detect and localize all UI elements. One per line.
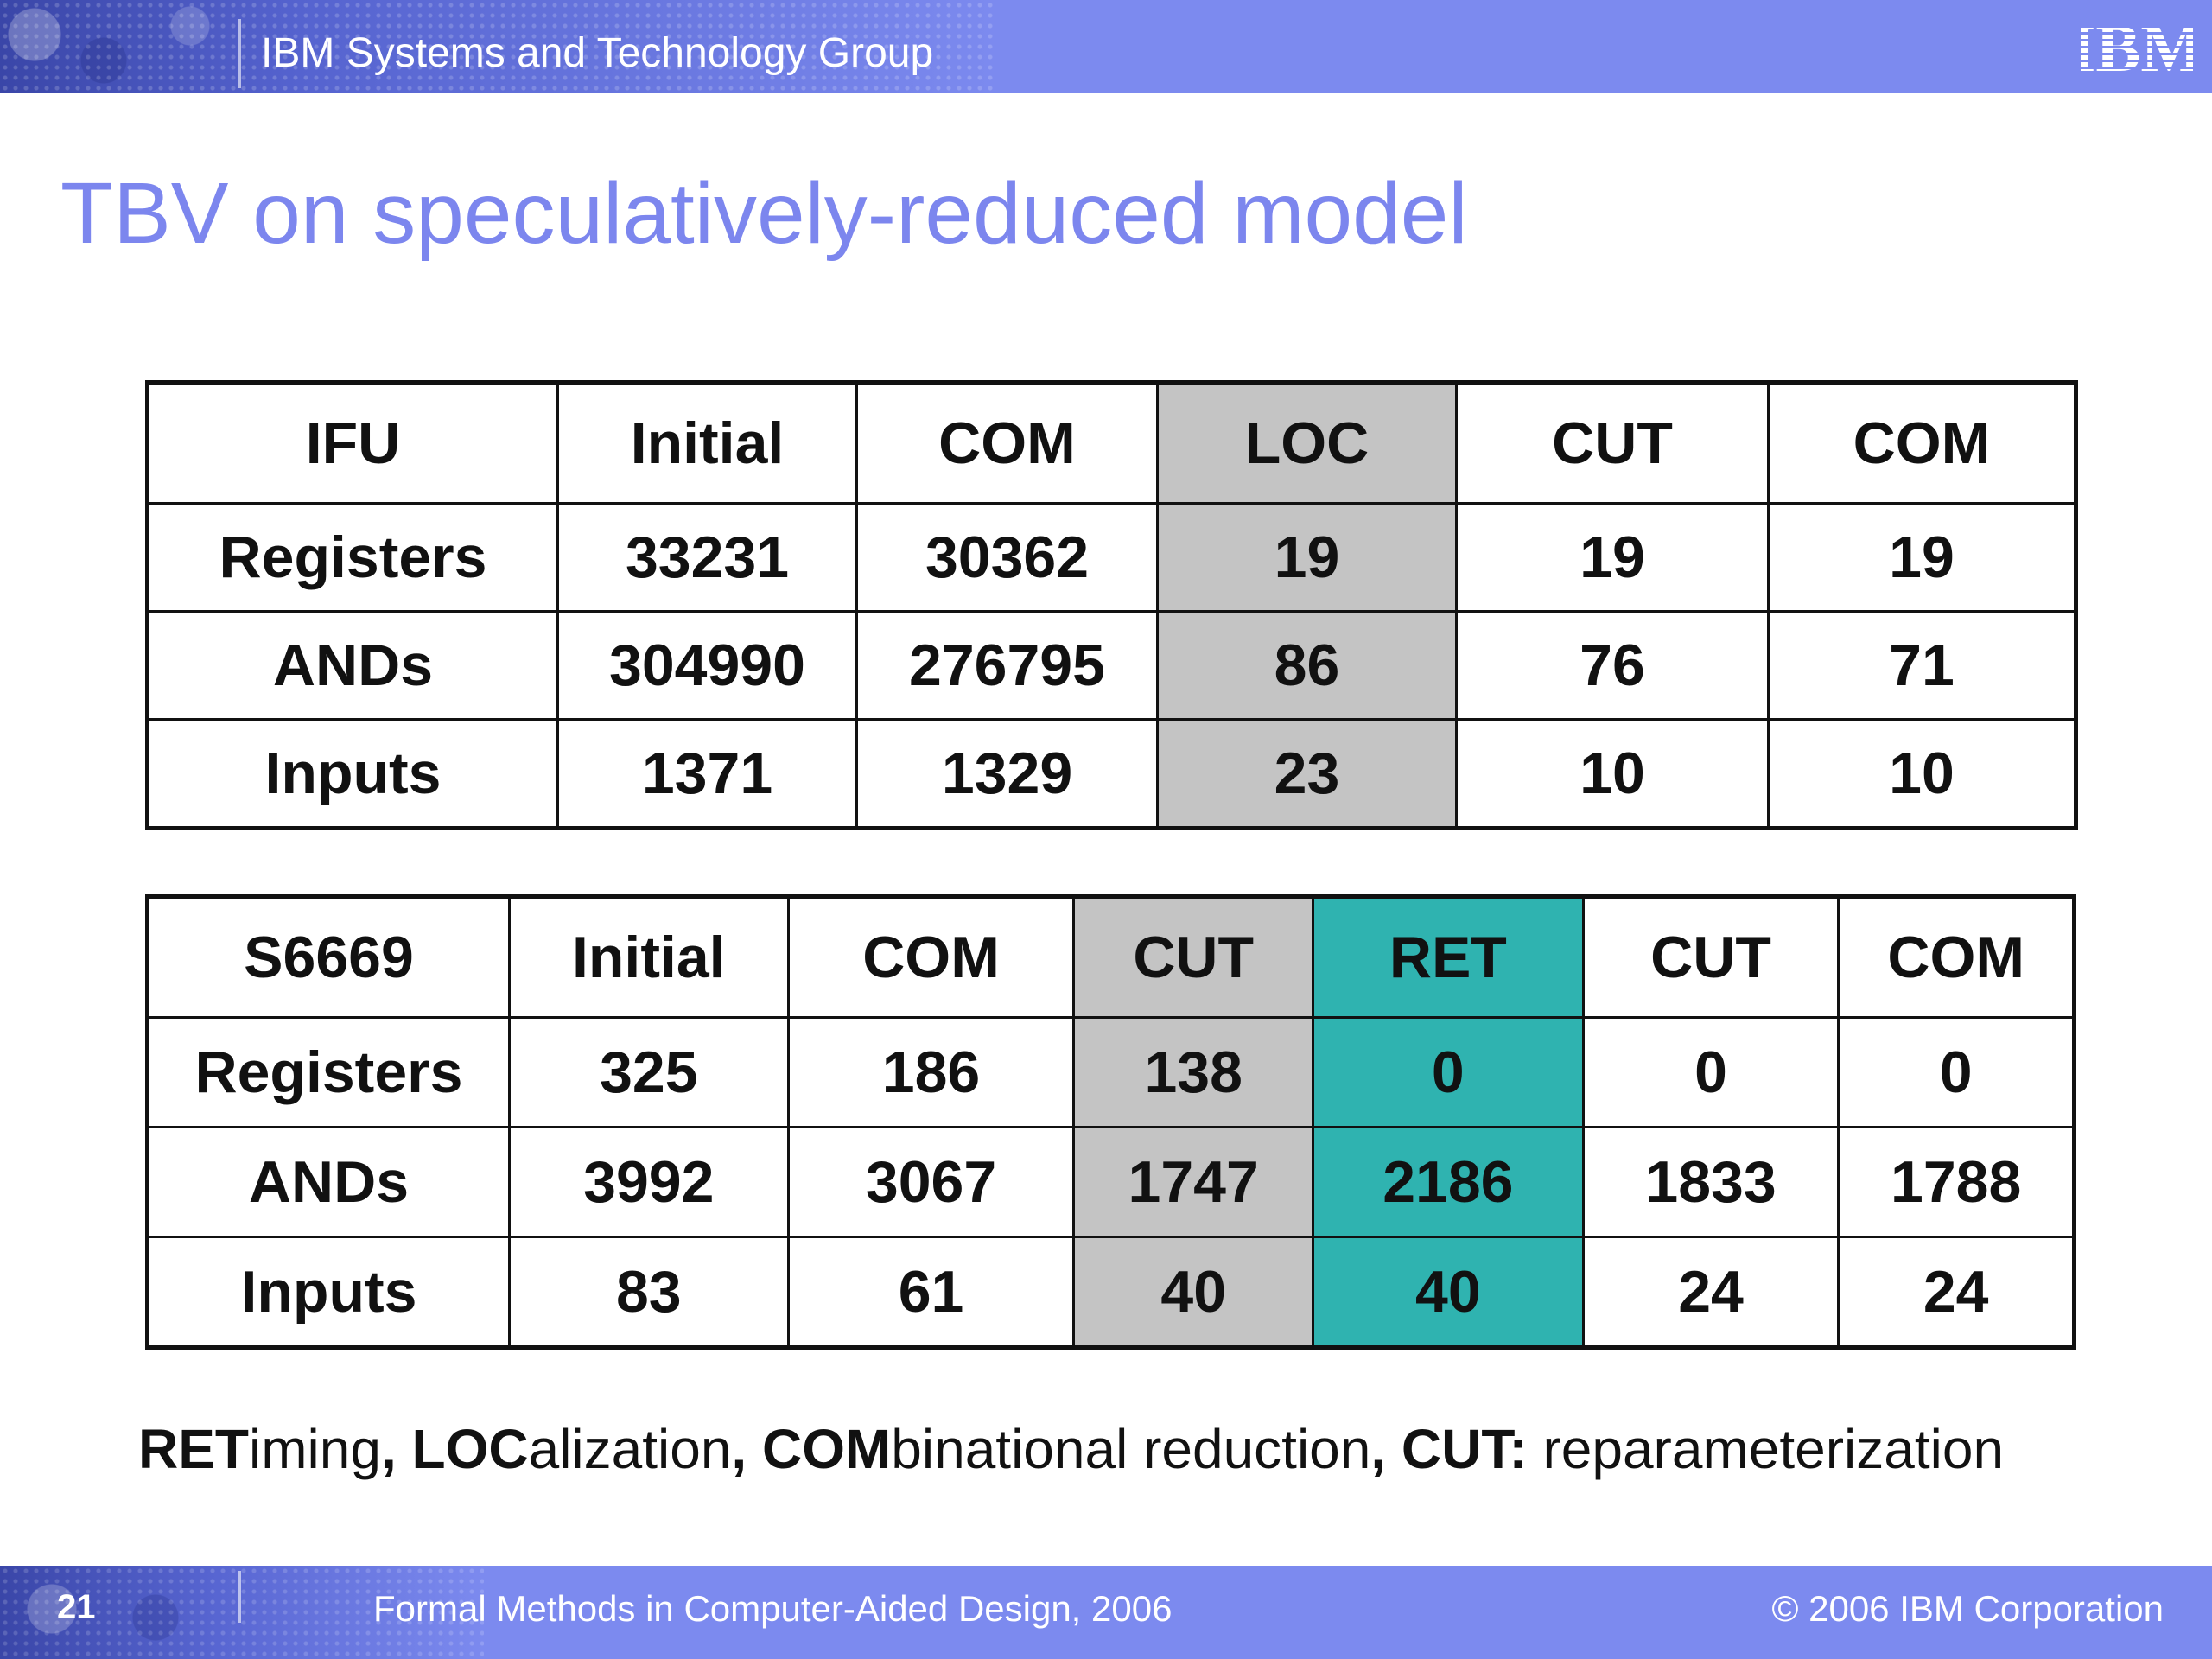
legend-cut-abbr: CUT: — [1401, 1418, 1528, 1480]
table-cell: 86 — [1156, 610, 1458, 721]
s6669-table: S6669 Initial COM CUT RET CUT COM Regist… — [145, 894, 2076, 1350]
legend-separator: , — [731, 1418, 762, 1480]
table-cell: 1747 — [1072, 1126, 1314, 1238]
group-title: IBM Systems and Technology Group — [261, 30, 934, 76]
table-cell: 23 — [1156, 718, 1458, 830]
table-cell: 10 — [1455, 718, 1770, 830]
header-bar: IBM Systems and Technology Group IBM — [0, 0, 2212, 93]
table-cell: 304990 — [556, 610, 858, 721]
header-cell: COM — [855, 381, 1159, 505]
table-cell: 19 — [1156, 502, 1458, 613]
table-cell: 61 — [786, 1236, 1076, 1349]
table-row: ANDs 304990 276795 86 76 71 — [146, 610, 2077, 721]
header-pattern — [0, 0, 994, 93]
table-cell: 1833 — [1581, 1126, 1840, 1238]
table-cell: 40 — [1312, 1236, 1585, 1349]
table-cell: 19 — [1767, 502, 2077, 613]
ibm-logo: IBM — [2081, 14, 2193, 78]
table-cell: 40 — [1072, 1236, 1314, 1349]
legend-com-abbr: COM — [761, 1418, 892, 1480]
header-cell: COM — [786, 895, 1076, 1019]
row-label: ANDs — [146, 610, 559, 721]
table-cell: 138 — [1072, 1016, 1314, 1128]
table-cell: 0 — [1837, 1016, 2075, 1128]
table-header-row: S6669 Initial COM CUT RET CUT COM — [146, 895, 2075, 1019]
footer-divider — [238, 1571, 241, 1623]
header-cell: IFU — [146, 381, 559, 505]
table-header-row: IFU Initial COM LOC CUT COM — [146, 381, 2077, 505]
legend-loc-rest: alization — [528, 1418, 732, 1480]
table-cell: 71 — [1767, 610, 2077, 721]
table-row: Registers 325 186 138 0 0 0 — [146, 1016, 2075, 1128]
header-cell: CUT — [1455, 381, 1770, 505]
footer-pattern — [0, 1566, 484, 1659]
table-row: Inputs 83 61 40 40 24 24 — [146, 1236, 2075, 1349]
header-cell: CUT — [1581, 895, 1840, 1019]
legend-cut-rest: reparameterization — [1527, 1418, 2005, 1480]
legend-ret-abbr: RET — [138, 1418, 249, 1480]
conference-name: Formal Methods in Computer-Aided Design,… — [373, 1588, 1173, 1629]
header-cell: S6669 — [146, 895, 511, 1019]
table-cell: 2186 — [1312, 1126, 1585, 1238]
table-cell: 76 — [1455, 610, 1770, 721]
header-cell: COM — [1837, 895, 2075, 1019]
table-cell: 19 — [1455, 502, 1770, 613]
table-cell: 1371 — [556, 718, 858, 830]
table-cell: 24 — [1837, 1236, 2075, 1349]
footer-bar: 21 Formal Methods in Computer-Aided Desi… — [0, 1566, 2212, 1659]
row-label: Registers — [146, 1016, 511, 1128]
table-row: ANDs 3992 3067 1747 2186 1833 1788 — [146, 1126, 2075, 1238]
row-label: ANDs — [146, 1126, 511, 1238]
row-label: Inputs — [146, 1236, 511, 1349]
header-cell: Initial — [556, 381, 858, 505]
table-row: Registers 33231 30362 19 19 19 — [146, 502, 2077, 613]
table-cell: 0 — [1581, 1016, 1840, 1128]
ifu-table: IFU Initial COM LOC CUT COM Registers 33… — [145, 380, 2078, 830]
legend-loc-abbr: LOC — [411, 1418, 529, 1480]
table-cell: 186 — [786, 1016, 1076, 1128]
header-cell-highlight: CUT — [1072, 895, 1314, 1019]
row-label: Registers — [146, 502, 559, 613]
legend-separator: , — [1370, 1418, 1402, 1480]
abbreviation-legend: RETiming, LOCalization, COMbinational re… — [138, 1417, 2004, 1481]
table-row: Inputs 1371 1329 23 10 10 — [146, 718, 2077, 830]
table-cell: 0 — [1312, 1016, 1585, 1128]
header-cell: Initial — [507, 895, 790, 1019]
svg-text:IBM: IBM — [2081, 14, 2193, 78]
table-cell: 3067 — [786, 1126, 1076, 1238]
table-cell: 33231 — [556, 502, 858, 613]
table-cell: 10 — [1767, 718, 2077, 830]
table-cell: 24 — [1581, 1236, 1840, 1349]
page-number: 21 — [57, 1588, 96, 1626]
table-cell: 3992 — [507, 1126, 790, 1238]
header-cell-highlight: LOC — [1156, 381, 1458, 505]
header-cell-highlight: RET — [1312, 895, 1585, 1019]
table-cell: 1788 — [1837, 1126, 2075, 1238]
header-divider — [238, 19, 241, 88]
table-cell: 83 — [507, 1236, 790, 1349]
legend-separator: , — [380, 1418, 412, 1480]
legend-ret-rest: iming — [249, 1418, 381, 1480]
slide-title: TBV on speculatively-reduced model — [60, 165, 1468, 262]
table-cell: 276795 — [855, 610, 1159, 721]
copyright: © 2006 IBM Corporation — [1771, 1588, 2164, 1629]
table-cell: 30362 — [855, 502, 1159, 613]
table-cell: 1329 — [855, 718, 1159, 830]
row-label: Inputs — [146, 718, 559, 830]
legend-com-rest: binational reduction — [891, 1418, 1371, 1480]
table-cell: 325 — [507, 1016, 790, 1128]
header-cell: COM — [1767, 381, 2077, 505]
